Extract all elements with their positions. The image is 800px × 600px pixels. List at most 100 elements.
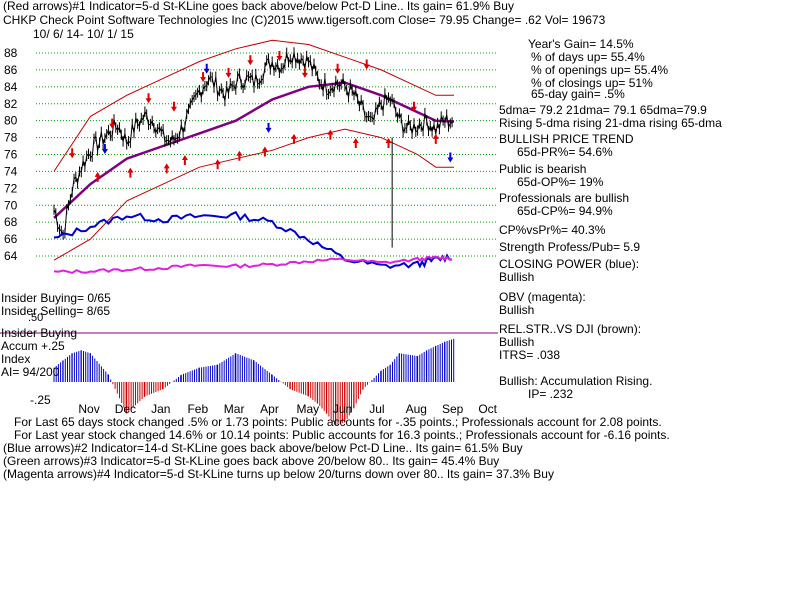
y-tick-label: 70 bbox=[4, 198, 18, 212]
y-tick-label: 72 bbox=[4, 181, 18, 195]
buy-arrow bbox=[236, 150, 243, 161]
professionals-status: Professionals are bullish bbox=[499, 191, 630, 205]
buy-arrow bbox=[290, 133, 297, 144]
footer-line-1: For Last 65 days stock changed .5% or 1.… bbox=[14, 415, 662, 429]
buy-arrow bbox=[163, 163, 170, 174]
accum-minus-label: -.25 bbox=[30, 393, 51, 407]
sell-arrow bbox=[170, 101, 177, 112]
x-tick-label: Sep bbox=[442, 402, 464, 416]
blue-arrow bbox=[447, 152, 454, 163]
x-tick-label: Jun bbox=[333, 402, 352, 416]
year-gain: Year's Gain= 14.5% bbox=[528, 37, 634, 51]
series bbox=[53, 47, 455, 274]
x-tick-label: Oct bbox=[478, 402, 497, 416]
ma65-line bbox=[53, 81, 455, 219]
closing-power-status: Bullish bbox=[499, 270, 535, 284]
price-line bbox=[53, 47, 453, 240]
sell-arrow bbox=[69, 148, 76, 159]
blue-arrow bbox=[101, 144, 108, 155]
x-tick-label: Nov bbox=[78, 402, 99, 416]
buy-arrow bbox=[214, 159, 221, 170]
closing-power-label: CLOSING POWER (blue): bbox=[499, 257, 640, 271]
x-tick-label: Jul bbox=[369, 402, 384, 416]
x-tick-label: Mar bbox=[224, 402, 245, 416]
sell-arrow bbox=[109, 118, 116, 129]
obv-level-label: .50 bbox=[28, 312, 44, 324]
sell-arrow bbox=[301, 67, 308, 78]
obv-label: OBV (magenta): bbox=[499, 290, 586, 304]
header-line-1: (Red arrows)#1 Indicator=5-d St-KLine go… bbox=[3, 0, 514, 13]
pct-openings-up: % of openings up= 55.4% bbox=[531, 63, 669, 77]
footer-line-3: (Blue arrows)#2 Indicator=14-d St-KLine … bbox=[3, 441, 523, 455]
strength-ratio: Strength Profess/Pub= 5.9 bbox=[499, 240, 641, 254]
y-tick-label: 68 bbox=[4, 215, 18, 229]
cp-percent: 65d-CP%= 94.9% bbox=[517, 204, 613, 218]
buy-arrow bbox=[327, 129, 334, 140]
buy-arrow bbox=[94, 171, 101, 182]
y-tick-label: 76 bbox=[4, 148, 18, 162]
x-tick-label: Apr bbox=[260, 402, 279, 416]
header-line-2: CHKP Check Point Software Technologies I… bbox=[3, 13, 606, 27]
public-status: Public is bearish bbox=[499, 162, 587, 176]
accum-plus-label: Accum +.25 bbox=[1, 339, 65, 353]
blue-arrow bbox=[265, 122, 272, 133]
blue-arrow bbox=[203, 63, 210, 74]
buy-arrow bbox=[352, 138, 359, 149]
sell-arrow bbox=[276, 51, 283, 61]
ai-label: AI= 94/200 bbox=[1, 365, 60, 379]
pr-percent: 65d-PR%= 54.6% bbox=[517, 145, 613, 159]
axis-ticks: 64 66 68 70 72 74 76 78 80 82 84 86 88 Nov Dec Jan Feb Ma… bbox=[4, 46, 498, 416]
pct-days-up: % of days up= 55.4% bbox=[531, 50, 645, 64]
buy-arrow bbox=[127, 167, 134, 178]
y-tick-label: 80 bbox=[4, 114, 18, 128]
sell-arrow bbox=[247, 55, 254, 66]
buy-arrow bbox=[385, 138, 392, 149]
footer-line-2: For Last year stock changed 14.6% or 10.… bbox=[14, 428, 670, 442]
index-label: Index bbox=[1, 352, 31, 366]
date-range: 10/ 6/ 14- 10/ 1/ 15 bbox=[33, 27, 134, 41]
itrs-value: ITRS= .038 bbox=[499, 348, 561, 362]
insider-buying-count: Insider Buying= 0/65 bbox=[1, 291, 111, 305]
price-trend: BULLISH PRICE TREND bbox=[499, 132, 634, 146]
x-tick-label: Dec bbox=[115, 402, 136, 416]
gain-65-day: 65-day gain= .5% bbox=[531, 87, 625, 101]
buy-arrow bbox=[261, 146, 268, 157]
moving-averages: 5dma= 79.2 21dma= 79.1 65dma=79.9 bbox=[499, 103, 707, 117]
buy-arrow bbox=[181, 154, 188, 165]
accumulation-status: Bullish: Accumulation Rising. bbox=[499, 374, 653, 388]
relstr-status: Bullish bbox=[499, 335, 535, 349]
insider-buying-label: Insider Buying bbox=[1, 326, 78, 340]
upper-band-line bbox=[53, 39, 454, 172]
x-tick-label: Jan bbox=[151, 402, 170, 416]
y-tick-label: 82 bbox=[4, 97, 18, 111]
pct-closings-up: % of closings up= 51% bbox=[531, 76, 653, 90]
op-percent: 65d-OP%= 19% bbox=[517, 175, 604, 189]
sell-arrow bbox=[363, 59, 370, 70]
sell-arrow bbox=[225, 67, 232, 78]
y-tick-label: 88 bbox=[4, 46, 18, 60]
ip-value: IP= .232 bbox=[528, 387, 574, 401]
signal-arrows bbox=[69, 51, 454, 182]
buy-arrow bbox=[432, 133, 439, 144]
lower-band-line bbox=[53, 128, 454, 261]
relstr-label: REL.STR..VS DJI (brown): bbox=[499, 322, 642, 336]
sell-arrow bbox=[410, 101, 417, 112]
cp-vs-pr: CP%vsPr%= 40.3% bbox=[499, 223, 606, 237]
accumulation-bars bbox=[53, 338, 455, 426]
y-tick-label: 78 bbox=[4, 131, 18, 145]
sell-arrow bbox=[200, 72, 207, 83]
sell-arrow bbox=[145, 93, 152, 104]
x-tick-label: May bbox=[297, 402, 320, 416]
y-tick-label: 74 bbox=[4, 164, 18, 178]
y-tick-label: 86 bbox=[4, 63, 18, 77]
rising-averages: Rising 5-dma rising 21-dma rising 65-dma bbox=[499, 116, 722, 130]
y-tick-label: 64 bbox=[4, 249, 18, 263]
footer-line-5: (Magenta arrows)#4 Indicator=5-d St-KLin… bbox=[3, 467, 554, 481]
insider-selling-count: Insider Selling= 8/65 bbox=[1, 304, 111, 318]
y-tick-label: 84 bbox=[4, 80, 18, 94]
sell-arrow bbox=[334, 63, 341, 74]
footer-line-4: (Green arrows)#3 Indicator=5-d St-KLine … bbox=[3, 454, 500, 468]
y-tick-label: 66 bbox=[4, 232, 18, 246]
grid bbox=[36, 52, 498, 257]
bands bbox=[53, 39, 454, 261]
